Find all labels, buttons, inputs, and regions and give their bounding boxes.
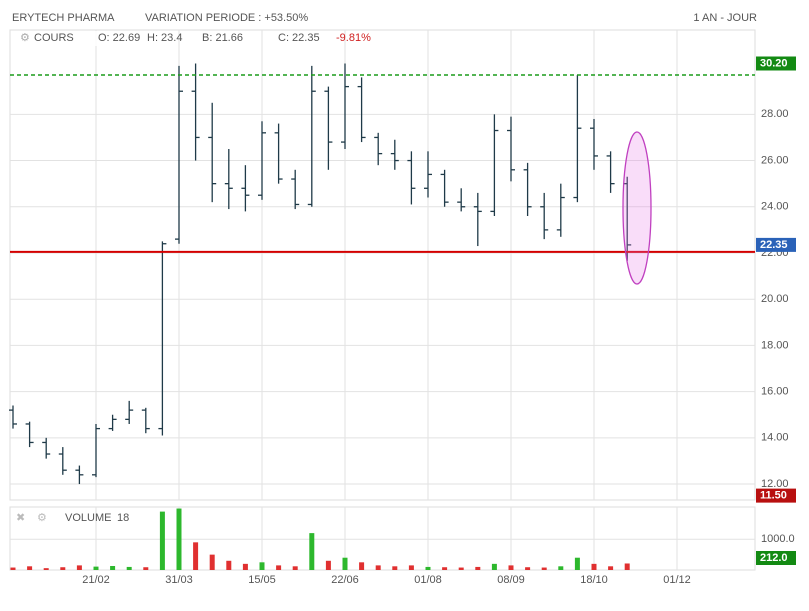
volume-bar	[425, 566, 431, 570]
y-tick-label: 16.00	[761, 386, 789, 398]
panel-label: COURS	[34, 32, 74, 44]
volume-bar	[508, 565, 514, 570]
x-tick-label: 01/08	[414, 574, 442, 586]
settings-icon[interactable]: ⚙	[37, 512, 47, 524]
volume-bar	[176, 508, 182, 570]
volume-bar	[309, 533, 315, 570]
stock-title: ERYTECH PHARMA	[12, 12, 115, 24]
marks	[9, 63, 755, 570]
price-label-box	[756, 237, 796, 252]
volume-bar	[110, 566, 116, 570]
volume-label: VOLUME	[65, 512, 111, 524]
y-tick-label: 28.00	[761, 108, 789, 120]
y-tick-label: 12.00	[761, 478, 789, 490]
price-frame	[9, 29, 756, 501]
close-label: C: 22.35	[278, 32, 320, 44]
volume-bar	[259, 562, 265, 570]
volume-bar	[242, 563, 248, 570]
volume-bar	[27, 566, 33, 570]
price-label-box	[756, 551, 796, 565]
volume-tick-label: 1000.0	[761, 533, 795, 545]
x-tick-label: 15/05	[248, 574, 276, 586]
volume-bar	[375, 565, 381, 570]
open-label: O: 22.69	[98, 32, 140, 44]
volume-bar	[541, 567, 547, 570]
volume-bar	[292, 566, 298, 570]
price-label: 11.50	[760, 490, 787, 502]
volume-bar	[458, 567, 464, 570]
volume-bar	[359, 562, 365, 570]
highlight-ellipse	[622, 131, 652, 285]
volume-bar	[325, 560, 331, 570]
volume-bar	[558, 566, 564, 570]
x-tick-label: 18/10	[580, 574, 608, 586]
volume-bar	[342, 557, 348, 570]
price-label: 22.35	[760, 239, 788, 251]
volume-bar	[93, 566, 99, 570]
volume-bar	[43, 568, 49, 570]
volume-bar	[10, 567, 16, 570]
price-label-box	[756, 56, 796, 71]
volume-bar	[574, 557, 580, 570]
volume-bar	[608, 566, 614, 570]
x-tick-label: 22/06	[331, 574, 359, 586]
volume-bar	[491, 563, 497, 570]
high-label: H: 23.4	[147, 32, 182, 44]
volume-period: 18	[117, 512, 129, 524]
axis-labels: 12.00 14.00 16.00 18.00 20.00 22.00 24.00 26.00…	[82, 56, 796, 586]
y-tick-label: 20.00	[761, 293, 789, 305]
volume-bar	[276, 565, 282, 570]
y-tick-label: 18.00	[761, 339, 789, 351]
volume-bar	[143, 567, 149, 570]
volume-bar	[392, 566, 398, 570]
volume-bar	[193, 542, 199, 570]
change-label: -9.81%	[336, 32, 371, 44]
settings-icon[interactable]: ⚙	[20, 32, 30, 44]
variation: VARIATION PERIODE : +53.50%	[145, 12, 308, 24]
volume-bar	[126, 566, 132, 570]
volume-bar	[76, 565, 82, 570]
volume-bar	[60, 567, 66, 570]
x-tick-label: 08/09	[497, 574, 525, 586]
volume-bar	[475, 566, 481, 570]
legend-bg	[12, 31, 162, 46]
volume-bar	[591, 563, 597, 570]
volume-bar	[624, 563, 630, 570]
volume-frame	[9, 506, 756, 571]
period[interactable]: 1 AN - JOUR	[693, 12, 757, 24]
volume-bar	[525, 567, 531, 570]
volume-bar	[209, 554, 215, 570]
low-label: B: 21.66	[202, 32, 243, 44]
price-label: 30.20	[760, 57, 788, 69]
volume-bar	[408, 565, 414, 570]
x-tick-label: 21/02	[82, 574, 110, 586]
y-tick-label: 22.00	[761, 247, 789, 259]
x-tick-label: 01/12	[663, 574, 691, 586]
y-tick-label: 24.00	[761, 201, 789, 213]
volume-bar	[159, 511, 165, 570]
y-tick-label: 26.00	[761, 154, 789, 166]
x-tick-label: 31/03	[165, 574, 193, 586]
y-tick-label: 14.00	[761, 432, 789, 444]
close-icon[interactable]: ✖	[16, 512, 25, 524]
volume-bar	[442, 567, 448, 570]
price-label: 212.0	[760, 552, 788, 564]
price-label-box	[756, 488, 796, 503]
volume-bar	[226, 560, 232, 570]
